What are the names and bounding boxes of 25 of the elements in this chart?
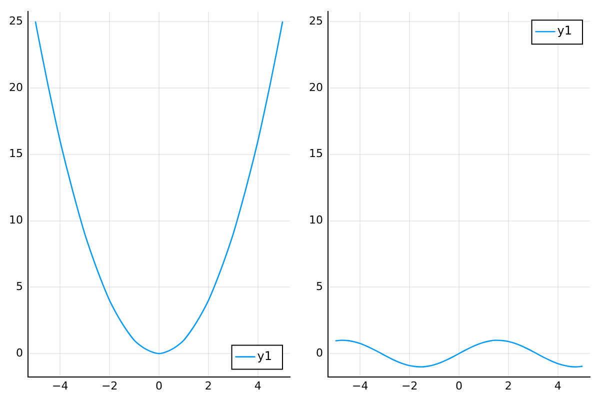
y-tick-label: 20 [308, 80, 323, 94]
y-tick-label: 5 [316, 280, 323, 294]
line-series [334, 340, 584, 368]
x-tick-label: 2 [504, 379, 512, 392]
legend-label: y1 [257, 348, 272, 363]
y-tick-label: 10 [308, 214, 323, 227]
y-tick-label: 20 [8, 80, 23, 94]
x-tick-label: 0 [456, 379, 462, 392]
x-tick-label: −2 [101, 379, 118, 392]
x-tick-label: 4 [554, 379, 562, 392]
x-tick-label: 0 [156, 379, 162, 392]
legend-label: y1 [557, 24, 572, 38]
x-tick-label: −4 [352, 379, 368, 392]
x-tick-label: −2 [401, 379, 418, 392]
y-tick-label: 5 [16, 280, 23, 294]
y-tick-label: 10 [8, 214, 23, 227]
x-tick-label: 2 [204, 379, 212, 392]
y-tick-label: 0 [316, 346, 323, 360]
y-tick-label: 25 [308, 14, 323, 28]
y-tick-label: 25 [8, 14, 23, 28]
x-tick-label: −4 [52, 379, 68, 392]
y-tick-label: 0 [16, 346, 23, 360]
y-tick-label: 15 [8, 147, 23, 160]
y-tick-label: 15 [308, 147, 323, 160]
x-tick-label: 4 [254, 379, 262, 392]
